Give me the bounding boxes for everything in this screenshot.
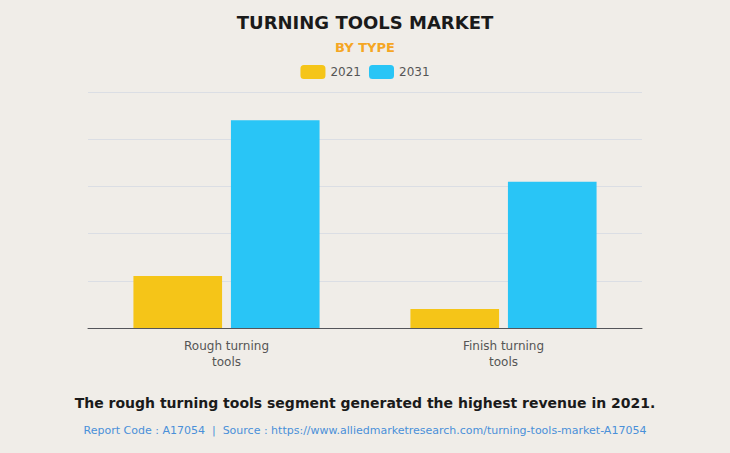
svg-text:2031: 2031 [399,65,430,79]
svg-text:The rough turning tools segmen: The rough turning tools segment generate… [75,395,656,411]
svg-text:TURNING TOOLS MARKET: TURNING TOOLS MARKET [237,12,494,33]
svg-text:tools: tools [212,355,241,369]
svg-text:Report Code : A17054 | Sourc: Report Code : A17054 | Source : https://… [84,424,647,437]
svg-text:Rough turning: Rough turning [184,339,269,353]
svg-text:Finish turning: Finish turning [463,339,544,353]
svg-text:tools: tools [489,355,518,369]
svg-text:2021: 2021 [330,65,361,79]
svg-text:BY TYPE: BY TYPE [335,40,395,55]
